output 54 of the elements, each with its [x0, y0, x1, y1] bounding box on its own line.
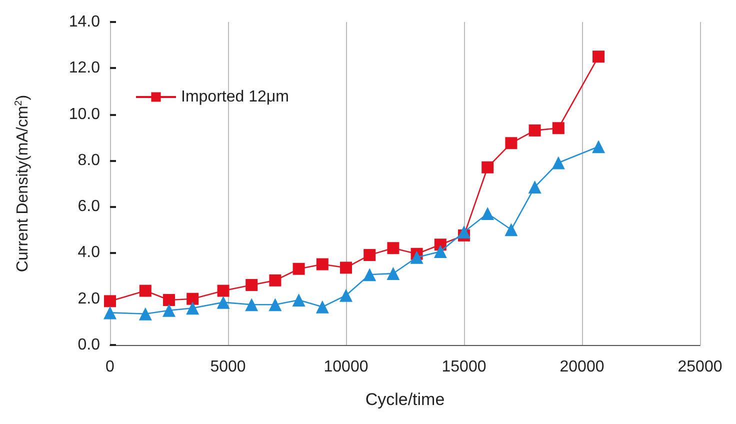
point: [316, 300, 329, 314]
point: [552, 156, 565, 170]
x-tick-label: 25000: [678, 358, 722, 376]
point: [363, 268, 376, 282]
y-tick-label: 8.0: [78, 152, 100, 169]
point: [364, 249, 376, 262]
point: [245, 298, 258, 312]
point: [410, 250, 424, 264]
point: [217, 284, 230, 297]
y-tick-label: 14.0: [68, 14, 100, 30]
point: [162, 304, 176, 317]
y-axis-title: Current Density(mA/cm2): [14, 94, 32, 272]
point: [316, 258, 328, 270]
point: [138, 307, 152, 320]
point: [139, 284, 152, 297]
point: [482, 161, 494, 174]
point: [528, 124, 541, 136]
point: [528, 180, 542, 194]
y-tick-label: 12.0: [68, 60, 100, 77]
point: [481, 206, 494, 220]
point: [268, 298, 282, 312]
x-tick-label: 20000: [560, 358, 604, 376]
point: [104, 306, 116, 320]
x-tick-label: 15000: [442, 358, 486, 376]
point: [386, 266, 400, 280]
point: [104, 295, 116, 308]
point: [504, 223, 518, 236]
y-tick-label: 6.0: [78, 198, 100, 216]
point: [186, 302, 200, 315]
y-tick-label: 10.0: [68, 106, 100, 123]
point: [340, 262, 352, 274]
point: [340, 288, 352, 302]
y-tick-label: 0.0: [78, 336, 100, 354]
x-axis-title: Cycle/time: [365, 390, 445, 409]
point: [458, 225, 470, 238]
point: [434, 245, 447, 258]
y-tick-label: 2.0: [78, 290, 100, 308]
point: [292, 294, 306, 307]
y-tick-label: 4.0: [78, 244, 100, 262]
point: [269, 274, 282, 286]
legend-label: Imported 12μm: [181, 88, 289, 106]
x-tick-label: 10000: [324, 358, 368, 376]
point: [387, 242, 400, 254]
point: [186, 292, 199, 305]
x-tick-label: 0: [106, 358, 115, 376]
point: [592, 50, 605, 63]
point: [505, 137, 518, 150]
point: [292, 262, 305, 275]
point: [592, 140, 606, 154]
point: [246, 279, 258, 292]
point: [552, 122, 564, 134]
x-tick-label: 5000: [210, 358, 246, 376]
point: [163, 294, 175, 306]
point: [216, 296, 230, 309]
